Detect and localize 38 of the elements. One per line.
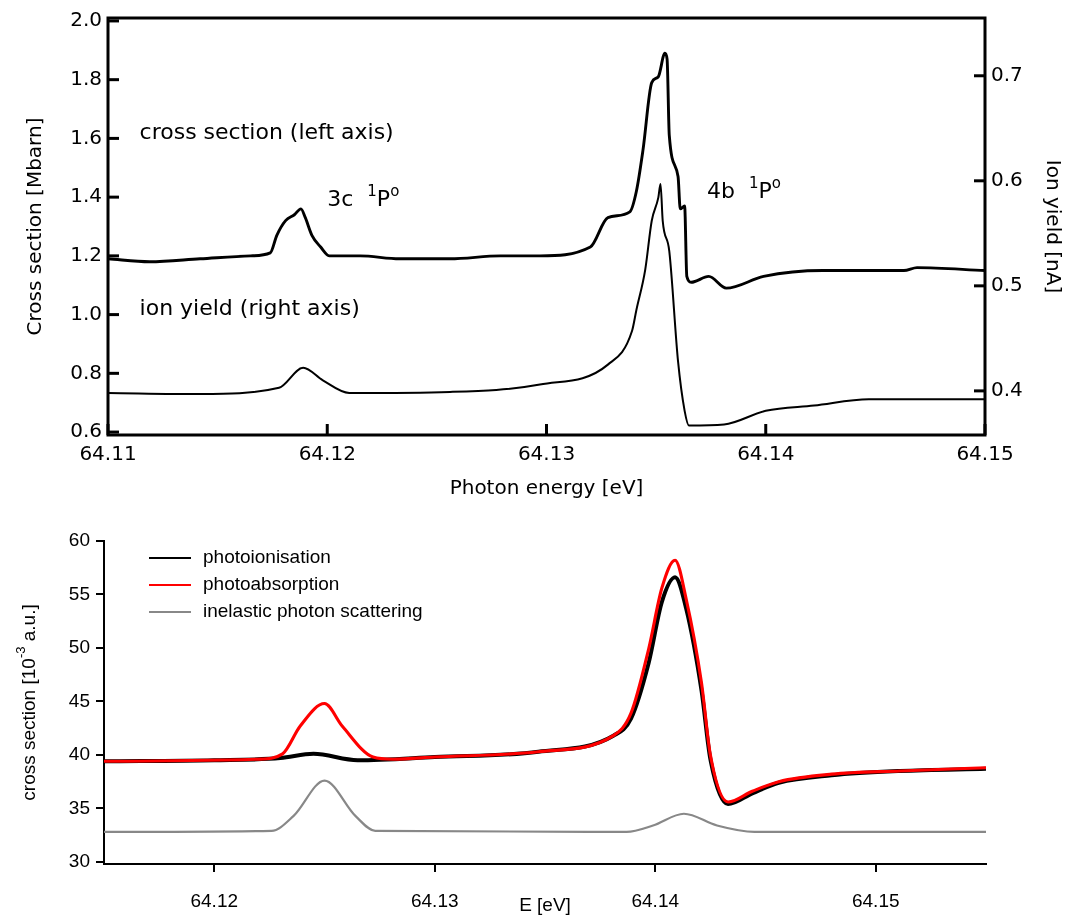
legend-label: inelastic photon scattering: [203, 600, 423, 622]
y-tick-label: 45: [68, 689, 90, 711]
y-tick-label: 2.0: [70, 7, 102, 32]
y2-tick-label: 0.5: [991, 272, 1023, 297]
y-tick-label: 30: [68, 850, 90, 872]
y-tick-label: 40: [68, 743, 90, 765]
y-tick-label: 1.4: [70, 183, 102, 208]
x-tick-label: 64.12: [190, 889, 239, 911]
x-tick-label: 64.14: [737, 441, 795, 466]
y-tick-label: 55: [68, 582, 90, 604]
y-tick-label: 1.2: [70, 242, 102, 267]
y-tick-label: 1.8: [70, 65, 102, 90]
annotation: ion yield (right axis): [139, 294, 360, 320]
y-tick-label: 1.6: [70, 124, 102, 149]
y-tick-label: 35: [68, 796, 90, 818]
y2-tick-label: 0.6: [991, 167, 1023, 192]
x-tick-label: 64.15: [956, 441, 1014, 466]
y2-axis-title: Ion yield [nA]: [1041, 159, 1066, 294]
y-tick-label: 60: [68, 529, 90, 551]
annotation: cross section (left axis): [139, 118, 394, 144]
x-tick-label: 64.15: [851, 889, 900, 911]
y-axis-title: Cross section [Mbarn]: [22, 117, 47, 336]
legend-label: photoabsorption: [203, 573, 340, 595]
x-tick-label: 64.14: [631, 889, 680, 911]
legend-label: photoionisation: [203, 546, 331, 568]
x-axis-title: Photon energy [eV]: [449, 475, 644, 500]
y-tick-label: 50: [68, 636, 90, 658]
x-tick-label: 64.13: [410, 889, 459, 911]
x-tick-label: 64.13: [517, 441, 576, 466]
x-tick-label: 64.12: [298, 441, 356, 466]
y-tick-label: 1.0: [70, 300, 102, 325]
y2-tick-label: 0.4: [991, 377, 1023, 402]
y2-tick-label: 0.7: [991, 61, 1023, 86]
y-tick-label: 0.8: [70, 359, 102, 384]
y-tick-label: 0.6: [70, 418, 102, 443]
x-tick-label: 64.11: [79, 441, 137, 466]
x-axis-title: E [eV]: [519, 894, 571, 916]
y-axis-title: cross section [10-3 a.u.]: [13, 604, 40, 801]
